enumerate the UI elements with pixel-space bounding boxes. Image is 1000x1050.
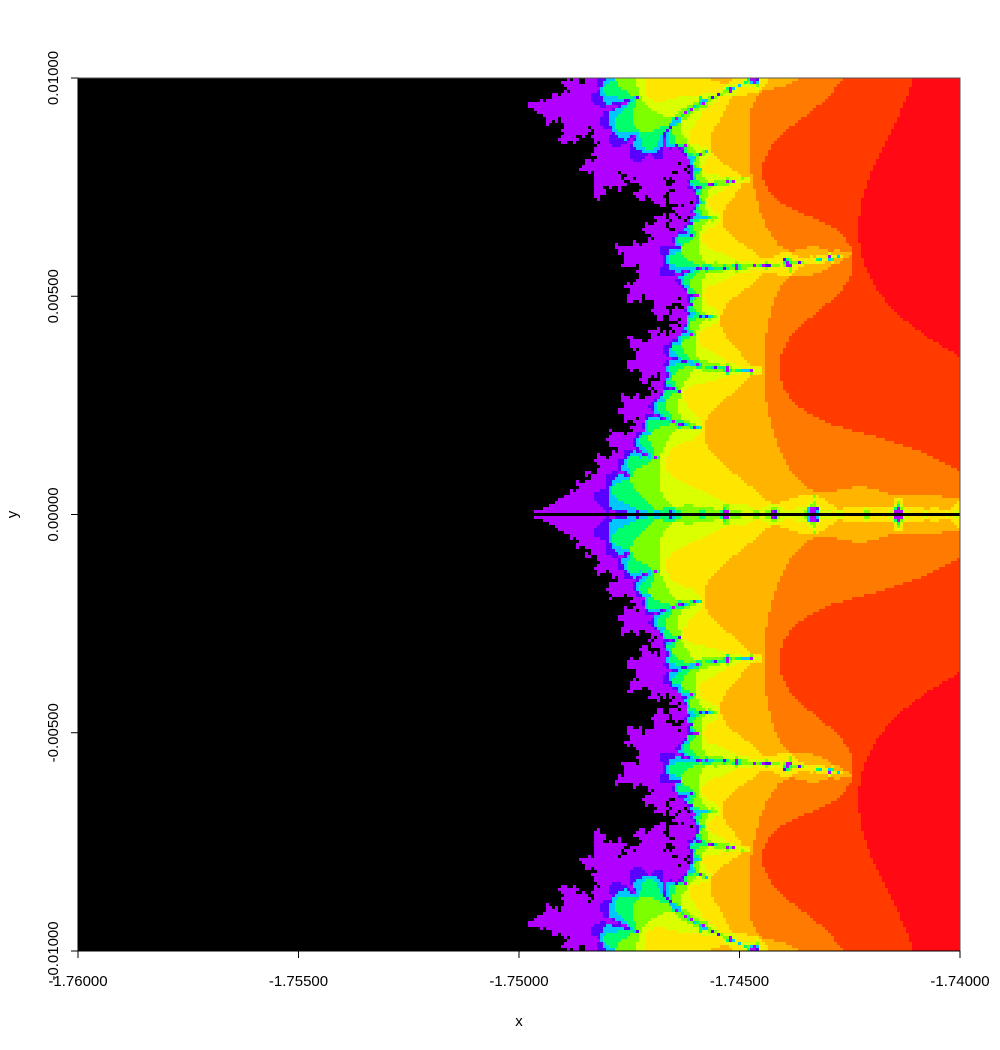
x-tick-label: -1.75500: [269, 973, 328, 990]
x-tick-label: -1.74500: [710, 973, 769, 990]
y-tick-label: 0.01000: [45, 51, 62, 105]
y-axis: -0.01000 -0.00500 0.00000 0.00500 0.01000: [45, 51, 79, 981]
y-tick-label: 0.00500: [45, 269, 62, 323]
x-axis: -1.76000 -1.75500 -1.75000 -1.74500 -1.74000: [48, 950, 990, 990]
fractal-heatmap: [78, 78, 960, 951]
y-axis-title: y: [4, 510, 21, 518]
y-tick-label: 0.00000: [45, 487, 62, 541]
x-tick-label: -1.74000: [930, 973, 989, 990]
y-tick-label: -0.01000: [45, 921, 62, 980]
x-tick-label: -1.76000: [48, 973, 107, 990]
x-axis-title: x: [515, 1013, 523, 1030]
x-tick-label: -1.75000: [489, 973, 548, 990]
plot-area: [77, 77, 961, 952]
y-tick-label: -0.00500: [45, 703, 62, 762]
